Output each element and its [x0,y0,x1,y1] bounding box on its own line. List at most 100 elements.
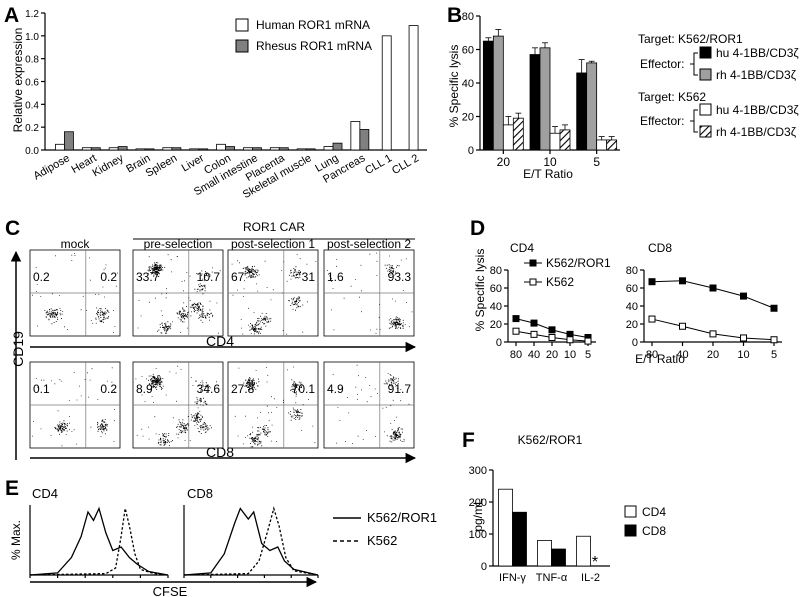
panel-f-ylabel: pg/mL [471,498,485,532]
panel-label-e: E [5,477,19,500]
panel-d-subplot-title: CD4 [510,241,534,255]
panel-a-bar [243,147,253,151]
cd8-axis-label: CD8 [206,444,234,460]
panel-a-bar [296,148,307,151]
panel-f-ytick-label: 200 [469,497,487,509]
panel-a-ytick-label: 1.0 [25,32,39,43]
legend-swatch-rhesus [235,39,249,53]
panel-a-bar [225,146,235,151]
panel-f-ytick-label: 0 [481,561,487,573]
legend-effector-label-2: Effector: [640,114,684,128]
panel-d-point [584,337,592,345]
panel-b-bar [606,139,618,151]
panel-d-ylabel: % Specific lysis [473,249,487,332]
legend-k562-ror1-label: K562/ROR1 [546,256,611,270]
panel-a-bar [144,148,155,151]
flow-plot: 0.1 0.2 [29,361,121,449]
legend-f-cd4: CD4 [642,505,666,519]
panel-b-ytick-label: 80 [462,11,474,23]
panel-a-ytick-label: 0.8 [25,55,39,66]
panel-a-category-label: CLL 1 [363,152,394,177]
panel-a-category-label: Liver [180,152,207,174]
panel-a-bar [55,143,65,151]
panel-d-ytick-label: 0 [632,337,638,349]
panel-b-bar [502,124,514,151]
panel-label-f: F [462,429,475,452]
panel-a-bar [408,25,419,151]
panel-e-legend: K562/ROR1 K562 [333,510,437,548]
quadrant-percent-top-right: 70.1 [292,382,316,396]
panel-d-point [740,292,747,300]
panel-c-flow-plots: ROR1 CAR mock pre-selection post-selection… [10,220,417,464]
flow-plot: 4.9 91.7 [323,361,415,449]
panel-f-bar [537,540,552,567]
panel-d-point [679,277,686,285]
panel-f-bar [576,535,591,567]
panel-d-point [548,326,556,334]
panel-e-histograms: CD4 CD8 % Max. CFSE K562/ROR1 K562 [9,486,437,597]
panel-b-bar [529,54,541,151]
panel-d-point [530,319,538,327]
panel-b-bar [586,62,598,151]
panel-a-bar [278,147,289,151]
flow-column-title: post-selection 2 [327,237,411,251]
panel-a-bar [64,131,74,151]
panel-d-xtick-label: 40 [528,349,540,361]
panel-d-subplot: CD4 0 20 40 60 80 80 40 20 10 5 [490,241,596,361]
legend-marker-open [529,278,537,286]
panel-a-ytick-label: 0.4 [25,100,39,111]
panel-b-bar-chart: % Specific lysis 0 20 40 60 80 20 10 5 E/T Rat… [447,11,799,181]
quadrant-percent-top-right: 31 [302,270,316,284]
panel-d-point [648,315,656,323]
panel-a-bar [332,142,343,151]
panel-b-bar [549,132,561,151]
panel-b-legend: Target: K562/ROR1 Effector: hu 4-1BB/CD3… [638,32,799,139]
panel-a-bar [381,35,392,151]
panel-f-category-label: IL-2 [581,572,600,584]
panel-f-bar-chart: K562/ROR1 pg/mL 0 100 200 300 IFN-γ TNF-α IL-… [469,433,667,584]
legend-swatch-hu-white [699,103,712,116]
panel-d-ytick-label: 60 [626,283,638,295]
panel-d-ytick-label: 40 [490,301,502,313]
panel-b-category-label: 10 [543,155,557,169]
flow-column-title: pre-selection [144,237,213,251]
panel-d-xtick-label: 80 [510,349,522,361]
panel-e-ylabel: % Max. [9,520,23,560]
panel-label-d: D [470,217,485,240]
panel-b-bar [492,35,504,151]
panel-a-bar [171,147,182,151]
panel-a-ylabel: Relative expression [11,28,25,133]
panel-a-category-label: Spleen [144,152,180,180]
flow-column-title: mock [61,237,91,251]
panel-e-histogram-k562-ror1 [29,506,169,576]
flow-events [32,253,118,333]
flow-column-title: post-selection 1 [231,237,315,251]
panel-b-ytick-label: 20 [462,112,474,124]
legend-k562-label: K562 [546,275,574,289]
panel-f-bar [498,488,513,567]
panel-d-ytick-label: 40 [626,301,638,313]
legend-swatch-human [235,18,249,32]
legend-swatch-hu-black [699,46,712,59]
legend-f-swatch-cd4 [624,505,637,518]
panel-a-ytick-label: 1.2 [25,9,39,20]
panel-d-xtick-label: 5 [585,349,591,361]
panel-b-bar [576,72,588,151]
panel-a-bar [189,148,200,151]
panel-f-category-label: IFN-γ [499,572,526,584]
panel-f-ytick-label: 300 [469,465,487,477]
panel-e-cd4-title: CD4 [32,486,58,501]
panel-d-xtick-label: 80 [646,349,658,361]
panel-d-ytick-label: 60 [490,283,502,295]
flow-events [329,364,410,444]
cd4-axis-label: CD4 [206,333,234,349]
panel-a-bar [108,147,119,151]
legend-effector-label-1: Effector: [640,57,684,71]
quadrant-percent-top-left: 0.2 [33,270,50,284]
cd19-axis-label: CD19 [10,331,26,367]
panel-d-point [530,330,538,338]
panel-d-ytick-label: 80 [490,265,502,277]
legend-f-cd8: CD8 [642,524,666,538]
panel-a-bar [305,148,316,151]
panel-a-category-label: CLL 2 [390,152,421,177]
